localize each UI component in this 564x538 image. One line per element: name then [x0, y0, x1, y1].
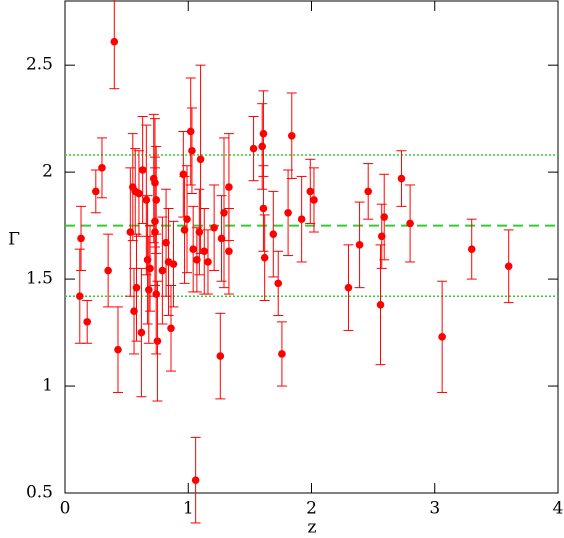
data-point — [145, 285, 153, 294]
data-point — [114, 345, 122, 354]
data-point — [152, 290, 161, 298]
data-point — [180, 226, 189, 234]
x-tick-label: 3 — [429, 499, 440, 519]
data-point — [162, 238, 170, 247]
data-point — [137, 328, 146, 337]
x-tick-label: 4 — [553, 499, 564, 519]
data-point — [193, 256, 201, 264]
data-point — [104, 266, 112, 275]
data-point — [110, 37, 119, 46]
data-point — [167, 324, 175, 333]
data-point — [259, 204, 268, 213]
data-point — [188, 146, 196, 155]
data-point — [344, 283, 353, 292]
data-point — [92, 187, 100, 196]
data-point — [269, 230, 278, 238]
x-axis-label: z — [308, 518, 317, 538]
data-point — [169, 260, 178, 268]
data-point — [189, 245, 197, 253]
data-point — [376, 300, 385, 309]
data-point — [297, 215, 306, 223]
y-tick-label: 2 — [42, 162, 53, 182]
data-point — [274, 279, 283, 288]
data-point — [146, 264, 154, 273]
data-point — [186, 127, 195, 136]
data-point — [158, 266, 167, 275]
data-point — [259, 129, 268, 138]
data-point — [438, 333, 446, 341]
data-point — [138, 166, 147, 174]
data-point — [216, 352, 225, 360]
data-point — [98, 164, 106, 172]
data-point — [284, 208, 292, 217]
data-point — [204, 258, 212, 266]
data-point — [306, 187, 315, 196]
data-point — [143, 256, 152, 264]
data-point — [220, 208, 228, 217]
data-point — [406, 219, 414, 228]
data-point — [132, 283, 141, 292]
data-point — [217, 234, 226, 243]
y-tick-label: 1.5 — [26, 269, 53, 289]
data-point — [210, 223, 218, 232]
data-point — [380, 213, 389, 221]
data-point — [196, 155, 205, 164]
data-point — [249, 144, 258, 153]
y-tick-label: 1 — [42, 376, 53, 396]
data-point — [151, 228, 159, 236]
data-point — [377, 232, 386, 241]
data-point — [152, 196, 161, 204]
y-tick-label: 2.5 — [26, 55, 53, 75]
data-point — [75, 292, 84, 301]
y-axis-label: Γ — [8, 230, 20, 250]
data-point — [355, 241, 364, 249]
data-point — [142, 196, 151, 204]
y-tick-label: 0.5 — [26, 483, 53, 503]
data-point — [191, 476, 200, 484]
data-point — [397, 174, 406, 183]
data-point — [467, 245, 476, 253]
data-point — [200, 247, 209, 256]
data-point — [260, 253, 269, 262]
data-point — [258, 142, 267, 151]
data-point — [77, 234, 85, 243]
data-point — [287, 131, 296, 140]
data-point — [504, 262, 513, 271]
data-point — [179, 170, 188, 179]
data-point — [135, 189, 143, 198]
data-point — [83, 318, 91, 326]
x-tick-label: 1 — [183, 499, 194, 519]
data-point — [278, 350, 286, 358]
x-tick-label: 2 — [306, 499, 317, 519]
plot-frame — [64, 0, 559, 494]
data-point — [130, 307, 138, 315]
data-point — [183, 215, 191, 223]
x-tick-label: 0 — [60, 499, 71, 519]
data-point — [195, 228, 204, 236]
data-point — [153, 337, 162, 345]
data-point — [225, 247, 233, 256]
data-point — [364, 187, 372, 196]
data-point — [310, 196, 318, 204]
data-point — [225, 183, 233, 191]
